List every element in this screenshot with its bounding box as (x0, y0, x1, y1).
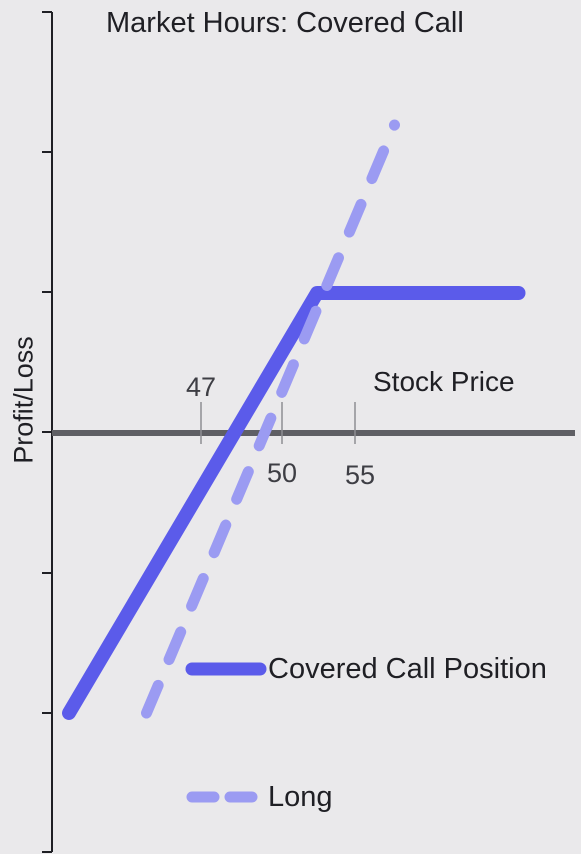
x-axis-label: Stock Price (373, 366, 515, 397)
chart-title: Market Hours: Covered Call (106, 7, 464, 39)
tick-label-55: 55 (344, 460, 376, 490)
legend-label-long: Long (268, 781, 333, 813)
legend-label-covered-call: Covered Call Position (268, 653, 547, 685)
tick-label-47: 47 (185, 372, 217, 402)
series-line-long (141, 119, 400, 719)
y-axis-label: Profit/Loss (8, 336, 39, 464)
tick-label-50: 50 (266, 458, 298, 488)
series-line-covered-call (62, 286, 526, 720)
